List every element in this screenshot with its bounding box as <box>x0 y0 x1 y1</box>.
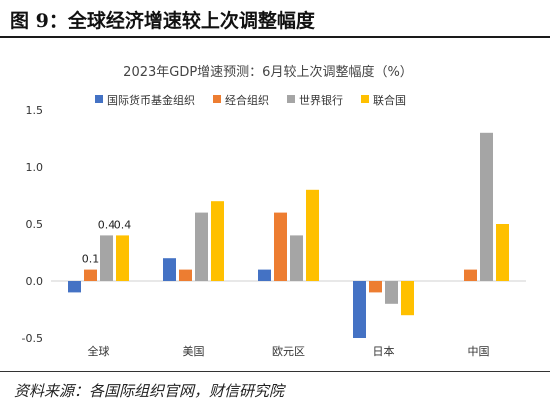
bar-4 <box>401 281 414 316</box>
bar-2 <box>274 212 287 281</box>
category-label: 全球 <box>88 344 110 358</box>
legend-label: 国际货币基金组织 <box>107 93 195 107</box>
category-label: 日本 <box>373 344 395 358</box>
y-tick-label: 0.0 <box>26 275 44 288</box>
legend-swatch <box>95 95 103 103</box>
bar-3 <box>195 212 208 281</box>
legend-swatch <box>287 95 295 103</box>
figure-source: 资料来源：各国际组织官网，财信研究院 <box>14 382 285 400</box>
data-label: 0.4 <box>114 218 132 231</box>
bar-2 <box>464 269 477 281</box>
bar-2 <box>84 269 97 281</box>
chart-legend: 国际货币基金组织 经合组织 世界银行 联合国 <box>95 93 406 107</box>
data-label: 0.4 <box>98 218 116 231</box>
bar-1 <box>353 281 366 338</box>
bar-4 <box>306 189 319 281</box>
plot-area: -0.5 0.0 0.5 1.0 1.5 全球 美国 欧元区 日本 中国 0.1 0.40.4 <box>22 104 526 358</box>
category-label: 中国 <box>468 345 490 358</box>
figure-header: 图 9：全球经济增速较上次调整幅度 <box>0 0 550 36</box>
bar-3 <box>480 132 493 281</box>
y-tick-label: 1.5 <box>26 104 44 117</box>
title-rule <box>0 36 550 38</box>
bar-4 <box>211 201 224 281</box>
bar-3 <box>290 235 303 281</box>
bar-1 <box>163 258 176 281</box>
legend-label: 联合国 <box>373 93 406 107</box>
category-label: 欧元区 <box>272 345 305 358</box>
y-tick-label: 1.0 <box>26 161 44 174</box>
data-label: 0.1 <box>82 253 100 266</box>
bar-chart: 2023年GDP增速预测：6月较上次调整幅度（%） 国际货币基金组织 经合组织 世界… <box>22 64 526 358</box>
legend-swatch <box>213 95 221 103</box>
bar-1 <box>68 281 81 293</box>
bar-4 <box>496 224 509 281</box>
legend-label: 经合组织 <box>225 93 269 107</box>
category-label: 美国 <box>183 345 205 358</box>
y-tick-label: 0.5 <box>26 218 44 231</box>
bar-4 <box>116 235 129 281</box>
legend-label: 世界银行 <box>299 93 343 107</box>
bar-3 <box>100 235 113 281</box>
figure-title: 图 9：全球经济增速较上次调整幅度 <box>10 10 315 32</box>
bar-2 <box>369 281 382 293</box>
bar-2 <box>179 269 192 281</box>
bar-1 <box>258 269 271 281</box>
source-rule <box>0 371 550 372</box>
chart-title: 2023年GDP增速预测：6月较上次调整幅度（%） <box>123 64 413 80</box>
y-tick-label: -0.5 <box>22 332 43 345</box>
legend-swatch <box>361 95 369 103</box>
bar-3 <box>385 281 398 304</box>
